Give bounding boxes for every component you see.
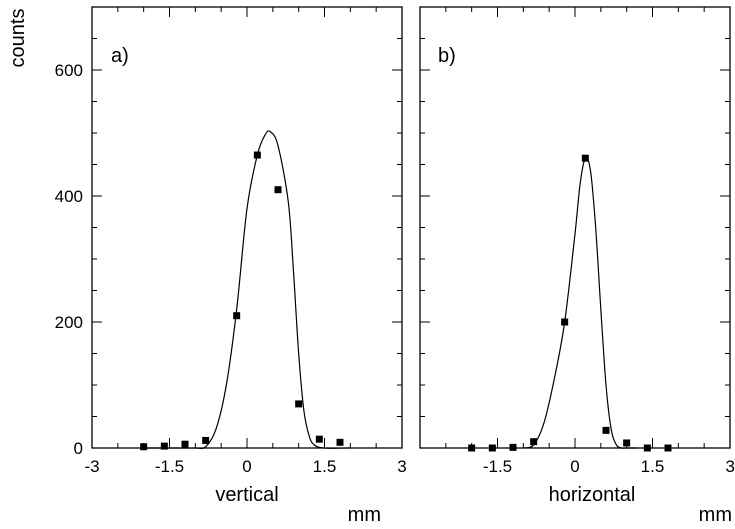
- b-data-point: [488, 444, 496, 452]
- y-axis-title: counts: [7, 9, 29, 68]
- panel-b-frame: [419, 6, 731, 449]
- a-ytick-label: 0: [74, 439, 83, 458]
- a-data-point: [295, 400, 303, 408]
- panel-a: 0 200 400 600 -3 -1.5 0 1.5 3 a) vertical mm: [55, 6, 407, 526]
- b-xtick-label: 0: [570, 457, 579, 476]
- panel-b-label: b): [438, 45, 456, 67]
- a-data-point: [253, 151, 261, 159]
- a-data-point: [274, 186, 282, 194]
- a-data-point: [336, 438, 344, 446]
- a-xtick-label: 0: [242, 457, 251, 476]
- a-data-point: [181, 440, 189, 448]
- a-xtick-label: -1.5: [155, 457, 184, 476]
- panel-a-label: a): [111, 45, 129, 67]
- panel-a-units: mm: [348, 504, 381, 526]
- b-data-point: [623, 439, 631, 447]
- panel-b: -1.5 0 1.5 3 b) horizontal mm: [419, 6, 735, 526]
- panel-a-x-ticks: -3 -1.5 0 1.5 3: [84, 7, 407, 476]
- a-data-point: [233, 312, 241, 320]
- panel-a-frame: [91, 6, 403, 449]
- a-data-point: [202, 436, 210, 444]
- b-data-point: [561, 318, 569, 326]
- panel-a-x-axis-title: vertical: [215, 484, 278, 506]
- b-data-point: [643, 444, 651, 452]
- panel-a-points: [140, 151, 344, 451]
- panel-b-y-ticks: [420, 6, 730, 449]
- a-ytick-label: 400: [55, 187, 83, 206]
- panel-b-x-axis-title: horizontal: [549, 484, 636, 506]
- panel-b-x-ticks: -1.5 0 1.5 3: [419, 7, 735, 476]
- panel-b-units: mm: [699, 504, 732, 526]
- b-xtick-label: -1.5: [483, 457, 512, 476]
- panel-b-points: [468, 154, 672, 452]
- panel-a-fit-curve: [143, 130, 351, 450]
- b-data-point: [664, 444, 672, 452]
- a-ytick-label: 200: [55, 313, 83, 332]
- a-ytick-label: 600: [55, 61, 83, 80]
- a-data-point: [315, 435, 323, 443]
- b-data-point: [530, 438, 538, 446]
- a-data-point: [140, 443, 148, 451]
- b-xtick-label: 1.5: [641, 457, 665, 476]
- panel-b-fit-curve: [523, 157, 637, 449]
- a-xtick-label: 1.5: [313, 457, 337, 476]
- a-xtick-label: -3: [84, 457, 99, 476]
- b-data-point: [581, 154, 589, 162]
- a-data-point: [160, 442, 168, 450]
- b-xtick-label: 3: [726, 457, 735, 476]
- a-xtick-label: 3: [397, 457, 406, 476]
- b-data-point: [509, 443, 517, 451]
- b-data-point: [468, 444, 476, 452]
- panel-a-y-ticks: 0 200 400 600: [55, 6, 402, 458]
- b-data-point: [602, 426, 610, 434]
